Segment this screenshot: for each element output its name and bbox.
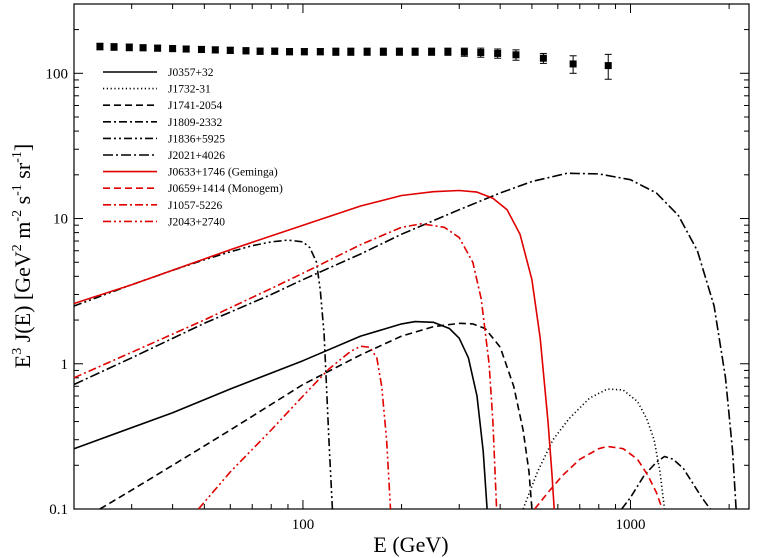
data-point [460,48,468,56]
legend-label: J2021+4026 [168,150,225,162]
measurement-points [96,42,612,80]
data-point [428,48,436,56]
data-point [256,47,264,55]
data-point [477,49,485,57]
data-point [347,48,355,56]
data-point [197,45,205,53]
data-point [512,51,520,59]
x-axis-label: E (GeV) [373,532,448,557]
series-line [73,172,737,510]
legend-label: J0659+1414 (Monogem) [168,183,283,195]
data-point [242,47,250,55]
series-line [73,239,334,510]
data-point [395,48,403,56]
data-point [300,48,308,56]
data-point [154,44,162,52]
series-line [534,445,664,510]
series-line [621,455,711,510]
legend-label: J1732-31 [168,84,211,96]
y-axis-label: E3 J(E) [GeV2 m-2 s-1 sr-1] [10,144,35,368]
data-point [182,45,190,53]
data-point [226,46,234,54]
legend-label: J1057-5226 [168,200,223,212]
y-tick-label: 10 [53,212,68,228]
data-point [444,48,452,56]
series-line [99,322,533,510]
data-point [125,43,133,51]
axis-labels: E (GeV) E3 J(E) [GeV2 m-2 s-1 sr-1] [10,144,449,557]
data-point [363,48,371,56]
series-line [73,189,555,510]
legend-label: J1836+5925 [168,133,225,145]
legend-label: J0357+32 [168,67,214,79]
x-tick-label: 1000 [616,517,646,533]
y-tick-label: 100 [46,66,69,82]
x-tick-label: 100 [292,517,315,533]
legend: J0357+32 J1732-31 J1741-2054 J1809-2332 J183… [103,67,283,228]
legend-label: J1809-2332 [168,117,223,129]
legend-label: J1741-2054 [168,100,223,112]
series-line [73,320,488,510]
y-tick-label: 0.1 [49,502,68,518]
series-line [522,388,666,510]
data-point [110,43,118,51]
data-point [604,62,612,70]
data-point [379,48,387,56]
data-point [139,44,147,52]
data-point [539,54,547,62]
y-tick-label: 1 [61,357,69,373]
axis-ticks: 100 1000 0.1 1 10 100 [46,3,749,533]
series-line [197,345,392,510]
legend-label: J0633+1746 (Geminga) [168,167,278,179]
data-point [169,45,177,53]
series-line [73,223,498,510]
data-point [411,48,419,56]
series-layer [73,172,737,510]
data-point [569,60,577,68]
data-point [286,48,294,56]
data-point [332,48,340,56]
data-point [96,42,104,50]
plot-frame [73,3,750,510]
data-point [316,48,324,56]
data-point [211,46,219,54]
data-point [271,47,279,55]
legend-label: J2043+2740 [168,216,225,228]
data-point [494,49,502,57]
